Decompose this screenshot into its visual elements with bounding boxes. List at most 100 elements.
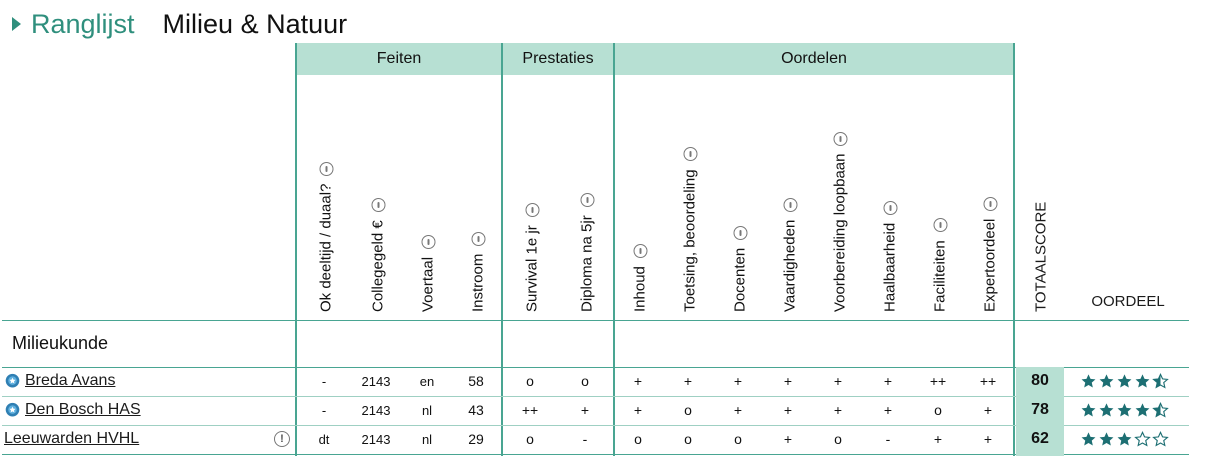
column-header: Instroom — [463, 82, 493, 312]
star-icon — [1081, 431, 1096, 445]
table-row: Leeuwarden HVHL! dt 2143 nl 29 o - o o o + o - + +62 — [0, 425, 1200, 453]
column-header: Haalbaarheid — [875, 82, 905, 312]
value-cell: + — [883, 373, 893, 389]
column-header: Inhoud — [625, 82, 655, 312]
divider — [501, 43, 503, 456]
column-header: Collegegeld € — [363, 82, 393, 312]
value-cell: o — [734, 431, 742, 447]
award-badge-icon — [5, 402, 20, 416]
value-cell: dt — [318, 431, 330, 447]
value-cell: + — [633, 402, 643, 418]
value-cell: o — [526, 373, 534, 389]
star-empty-icon — [1152, 430, 1169, 447]
value-cell: ++ — [521, 402, 539, 418]
school-link[interactable]: Breda Avans — [25, 372, 116, 389]
info-icon[interactable] — [683, 147, 697, 162]
divider — [613, 43, 615, 456]
value-cell: o — [684, 402, 692, 418]
school-link[interactable]: Leeuwarden HVHL — [4, 430, 140, 447]
info-icon[interactable] — [580, 193, 594, 208]
column-header: Faciliteiten — [925, 82, 955, 312]
value-cell: + — [580, 402, 590, 418]
value-cell: + — [983, 431, 993, 447]
info-icon[interactable] — [633, 244, 647, 259]
total-score: 80 — [1031, 372, 1049, 389]
star-icon — [1135, 402, 1150, 416]
group-prestaties: Prestaties — [503, 43, 613, 75]
star-icon — [1117, 431, 1132, 445]
value-cell: 2143 — [361, 373, 391, 389]
divider — [2, 454, 1189, 455]
star-rating — [1080, 396, 1170, 424]
info-icon[interactable] — [421, 234, 435, 249]
value-cell: o — [581, 373, 589, 389]
value-cell: o — [834, 431, 842, 447]
value-cell: nl — [421, 402, 433, 418]
value-cell: + — [733, 373, 743, 389]
star-rating — [1080, 367, 1170, 395]
oordeel-header: OORDEEL — [1091, 293, 1165, 310]
value-cell: o — [526, 431, 534, 447]
group-feiten: Feiten — [297, 43, 501, 75]
divider — [2, 396, 1189, 397]
value-cell: en — [419, 373, 435, 389]
table-row: Breda Avans -2143 en 58 o o + + + + + + ++ ++ 80 — [0, 367, 1200, 395]
info-icon[interactable] — [371, 198, 385, 213]
divider — [1013, 43, 1015, 456]
info-icon[interactable] — [933, 218, 947, 233]
star-empty-icon — [1134, 430, 1151, 447]
star-half-icon — [1152, 372, 1169, 389]
column-header: Survival 1e jr — [517, 82, 547, 312]
value-cell: 43 — [468, 402, 484, 418]
info-icon[interactable] — [983, 196, 997, 211]
page-header: Ranglijst Milieu & Natuur — [12, 6, 347, 42]
value-cell: o — [634, 431, 642, 447]
info-icon[interactable] — [733, 225, 747, 240]
star-icon — [1099, 402, 1114, 416]
column-header: Ok deeltijd / duaal? — [311, 82, 341, 312]
divider — [2, 367, 1189, 368]
value-cell: + — [883, 402, 893, 418]
value-cell: o — [684, 431, 692, 447]
school-cell: Den Bosch HAS — [4, 396, 141, 424]
value-cell: + — [633, 373, 643, 389]
star-icon — [1135, 373, 1150, 387]
total-score: 78 — [1031, 401, 1049, 418]
column-header: Diploma na 5jr — [572, 82, 602, 312]
star-half-icon — [1152, 401, 1169, 418]
value-cell: + — [833, 402, 843, 418]
value-cell: ++ — [929, 373, 947, 389]
table-row: Den Bosch HAS -2143 nl 43 ++ + + o + + + + o +78 — [0, 396, 1200, 424]
info-icon[interactable] — [783, 197, 797, 212]
value-cell: + — [683, 373, 693, 389]
info-icon[interactable] — [883, 200, 897, 215]
column-header: Voertaal — [413, 82, 443, 312]
column-header: Expertoordeel — [975, 82, 1005, 312]
star-icon — [1117, 402, 1132, 416]
value-cell: - — [321, 373, 327, 389]
column-header: Voorbereiding loopbaan — [825, 82, 855, 312]
star-icon — [1081, 373, 1096, 387]
star-icon — [1081, 402, 1096, 416]
ranking-title[interactable]: Ranglijst — [31, 8, 135, 39]
school-cell: Breda Avans — [4, 367, 115, 395]
score-column-bg — [1016, 367, 1064, 456]
divider — [2, 320, 1189, 321]
star-icon — [1099, 431, 1114, 445]
value-cell: 2143 — [361, 402, 391, 418]
column-header: Toetsing, beoordeling — [675, 82, 705, 312]
star-icon — [1099, 373, 1114, 387]
value-cell: + — [783, 373, 793, 389]
info-icon[interactable] — [471, 231, 485, 246]
star-rating — [1080, 425, 1170, 453]
divider — [2, 425, 1189, 426]
warning-icon[interactable]: ! — [274, 431, 290, 447]
value-cell: - — [885, 431, 891, 447]
value-cell: 2143 — [361, 431, 391, 447]
info-icon[interactable] — [833, 131, 847, 146]
school-link[interactable]: Den Bosch HAS — [25, 401, 141, 418]
info-icon[interactable] — [319, 161, 333, 176]
school-cell: Leeuwarden HVHL — [4, 425, 139, 453]
column-header: Vaardigheden — [775, 82, 805, 312]
info-icon[interactable] — [525, 203, 539, 218]
